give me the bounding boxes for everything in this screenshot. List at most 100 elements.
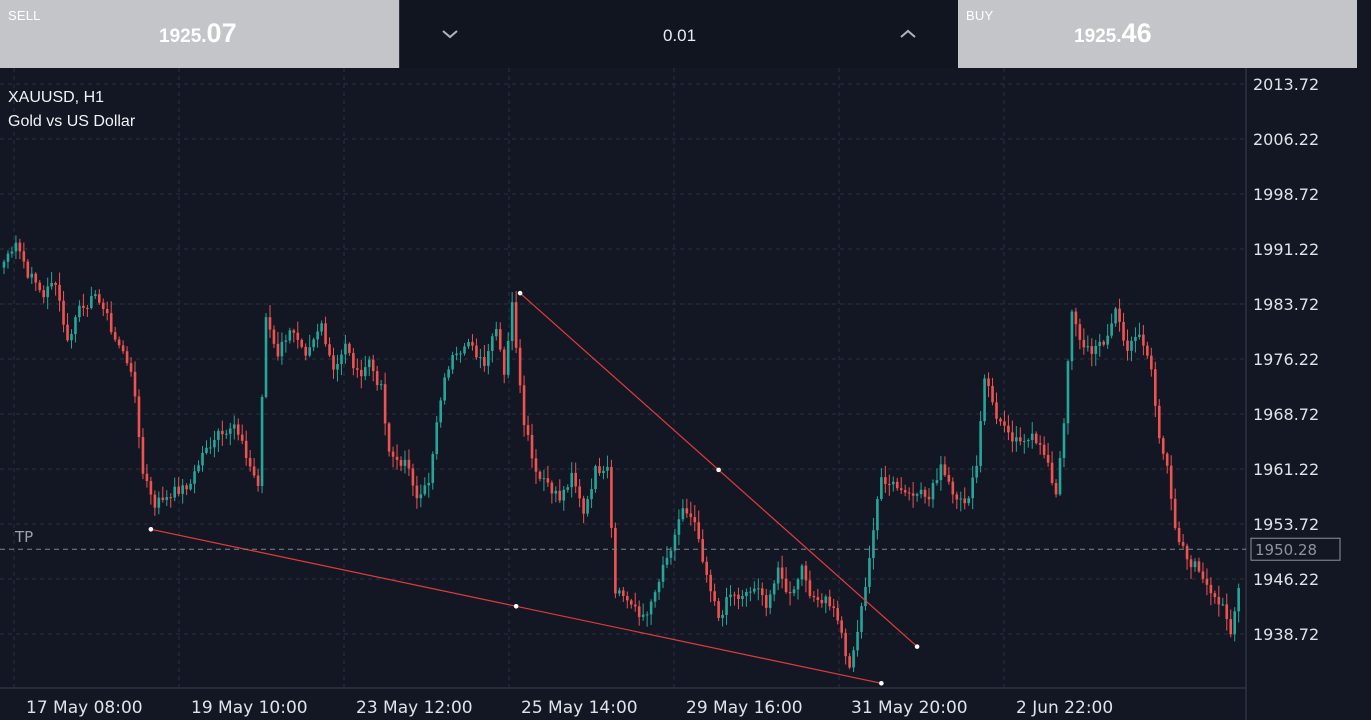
candle-body xyxy=(709,574,712,592)
candle-body xyxy=(197,465,200,472)
candle-body xyxy=(578,486,581,499)
candle-body xyxy=(328,344,331,356)
candle-body xyxy=(105,309,109,314)
price-tick-label: 1961.22 xyxy=(1253,460,1319,479)
candle-body xyxy=(66,324,69,341)
candle-body xyxy=(542,478,546,480)
chevron-up-icon[interactable] xyxy=(896,22,920,46)
candle-body xyxy=(1146,345,1149,356)
candle-body xyxy=(963,498,967,504)
candle-body xyxy=(816,597,820,600)
candle-body xyxy=(1142,334,1145,346)
trendline-layer[interactable] xyxy=(148,290,920,686)
candle-body xyxy=(566,487,570,490)
candle-body xyxy=(360,369,363,377)
candle-body xyxy=(276,343,280,357)
trendline-handle[interactable] xyxy=(517,290,523,296)
candle-body xyxy=(1161,438,1165,454)
candle-body xyxy=(895,481,899,489)
buy-button[interactable]: BUY 1925.46 xyxy=(958,0,1357,68)
candle-body xyxy=(157,497,161,508)
candle-body xyxy=(685,508,689,514)
trendline-handle[interactable] xyxy=(914,644,920,649)
trade-panel: SELL 1925.07 0.01 BUY 1925.46 xyxy=(0,0,1371,68)
candle-body xyxy=(697,522,701,540)
candle-body xyxy=(629,600,633,605)
candle-body xyxy=(1193,561,1197,568)
candle-body xyxy=(1197,561,1201,572)
price-axis[interactable]: 2013.72 2006.22 1998.72 1991.22 1983.72 1976.… xyxy=(1253,75,1319,644)
candle-body xyxy=(1177,527,1181,543)
candle-body xyxy=(1150,355,1153,370)
candle-body xyxy=(800,565,804,580)
candle-body xyxy=(129,363,133,372)
trendline-handle[interactable] xyxy=(148,526,154,532)
candle-body xyxy=(943,464,947,476)
candle-body xyxy=(34,273,38,283)
candle-body xyxy=(487,350,490,366)
candle-body xyxy=(923,489,927,497)
candle-body xyxy=(308,347,311,356)
chart-grid xyxy=(0,68,1247,720)
candle-body xyxy=(268,317,272,330)
candle-body xyxy=(415,485,419,499)
candle-body xyxy=(653,592,657,602)
candle-body xyxy=(479,357,482,359)
trendline-handle[interactable] xyxy=(716,467,721,473)
price-chart[interactable]: TP 1950.28 2013.72 2006.22 1998.72 1991.22 19… xyxy=(0,68,1371,720)
candle-body xyxy=(264,317,268,397)
candle-body xyxy=(1229,619,1233,635)
candle-body xyxy=(332,355,335,370)
price-tick-label: 1968.72 xyxy=(1253,405,1319,424)
candle-body xyxy=(705,561,708,575)
candle-body xyxy=(54,282,57,285)
candle-body xyxy=(439,400,442,423)
candle-body xyxy=(121,345,125,352)
candle-body xyxy=(645,614,649,616)
candle-body xyxy=(725,597,728,615)
candle-body xyxy=(463,346,466,354)
candle-body xyxy=(1074,311,1078,325)
candle-body xyxy=(423,485,427,495)
candle-body xyxy=(760,588,764,596)
trendline-handle[interactable] xyxy=(879,680,884,686)
candle-body xyxy=(451,355,454,370)
candle-body xyxy=(467,342,470,347)
candle-body xyxy=(784,578,788,593)
candle-body xyxy=(534,458,538,472)
candle-body xyxy=(94,294,97,297)
candle-body xyxy=(848,656,851,668)
candle-body xyxy=(1015,437,1018,442)
candle-body xyxy=(30,273,34,278)
candle-body xyxy=(173,486,177,498)
candle-body xyxy=(558,490,562,501)
price-tick-label: 1946.22 xyxy=(1253,570,1319,589)
buy-price-integer: 1925. xyxy=(1074,26,1122,47)
buy-price: 1925.46 xyxy=(1074,18,1152,49)
candle-body xyxy=(419,494,423,499)
take-profit-line[interactable]: TP 1950.28 xyxy=(0,528,1341,561)
time-axis[interactable]: 17 May 08:00 19 May 10:00 23 May 12:00 25 M… xyxy=(26,698,1113,718)
candle-body xyxy=(582,498,585,514)
candle-body xyxy=(288,330,292,341)
candle-body xyxy=(1201,571,1205,579)
candle-body xyxy=(598,466,601,474)
sell-button[interactable]: SELL 1925.07 xyxy=(0,0,399,68)
candle-body xyxy=(872,530,875,558)
candle-body xyxy=(749,591,752,593)
candle-body xyxy=(915,494,919,496)
trendline-handle[interactable] xyxy=(513,603,519,609)
candle-body xyxy=(641,614,645,617)
candle-body xyxy=(109,313,113,333)
lot-size-value[interactable]: 0.01 xyxy=(662,26,697,45)
candle-body xyxy=(90,296,93,308)
candle-body xyxy=(193,471,196,484)
candle-body xyxy=(42,290,45,298)
candle-body xyxy=(475,345,478,358)
time-tick-label: 31 May 20:00 xyxy=(851,698,968,718)
candle-body xyxy=(729,594,732,598)
candle-body xyxy=(836,608,839,621)
chevron-down-icon[interactable] xyxy=(438,22,462,46)
candle-body xyxy=(165,497,169,500)
candle-body xyxy=(304,346,308,356)
